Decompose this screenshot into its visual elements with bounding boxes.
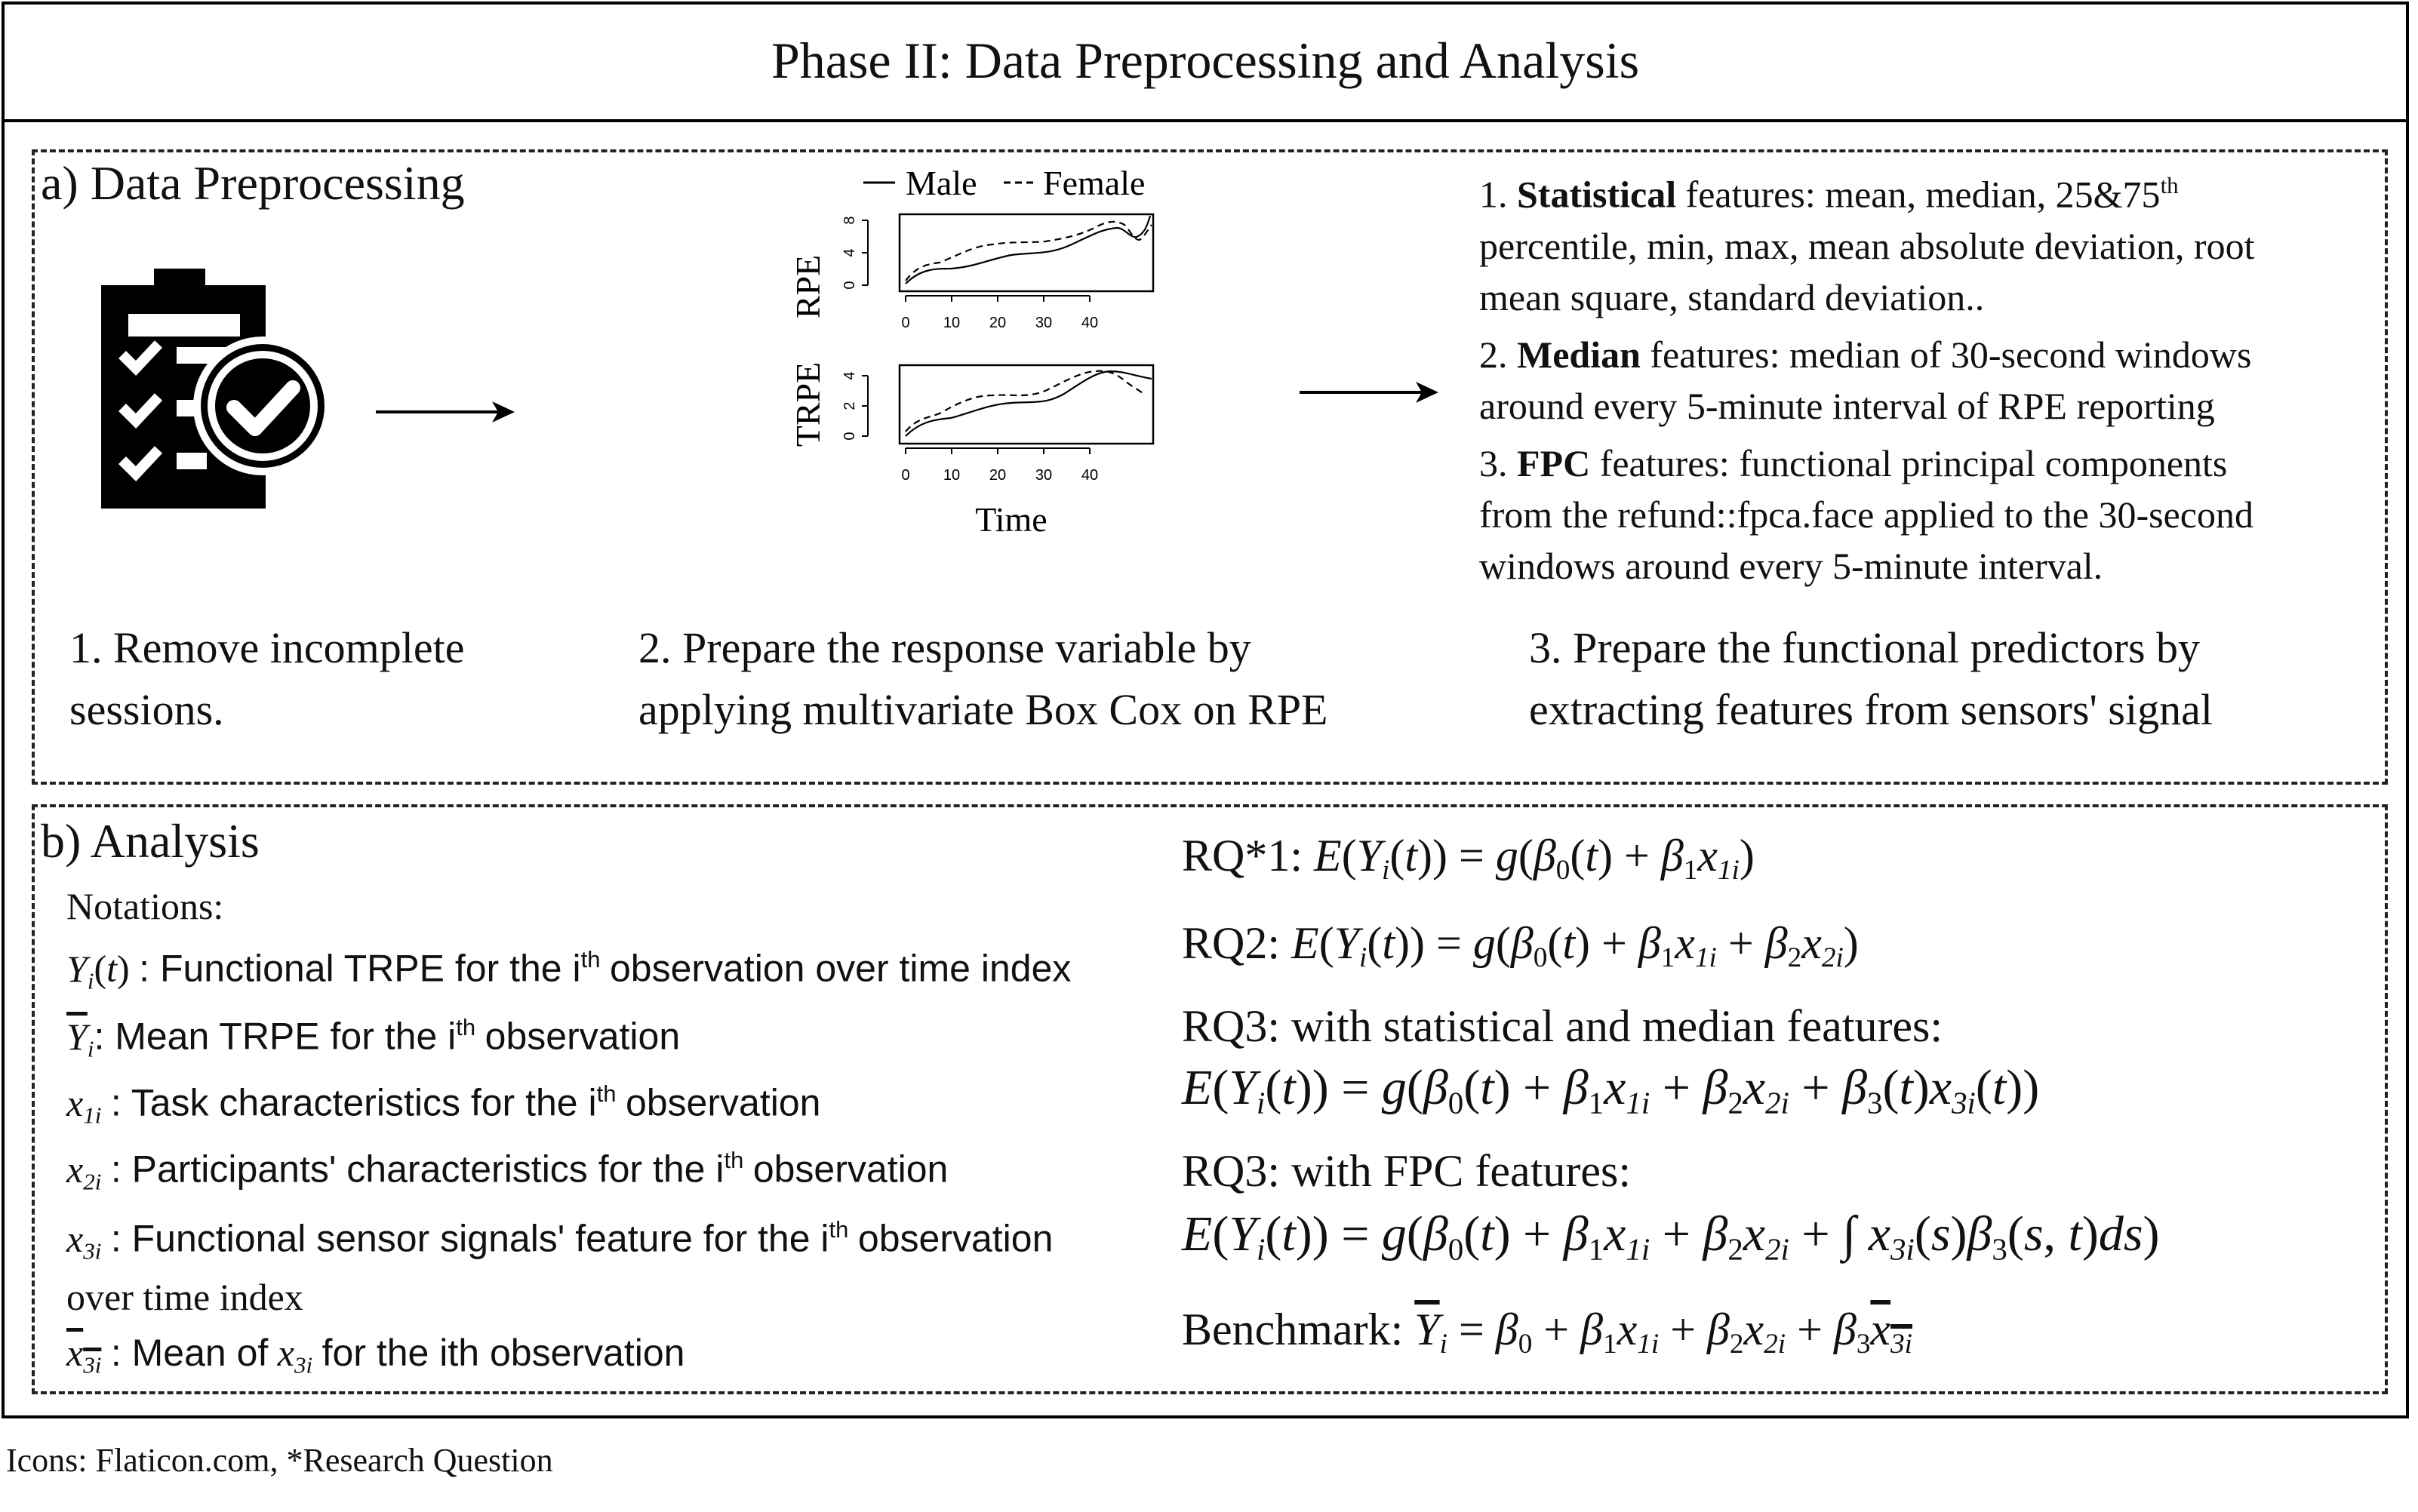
rpe-xtick: 10 — [943, 315, 960, 331]
preprocessing-section — [32, 149, 2388, 785]
feature-statistical-name: Statistical — [1517, 173, 1677, 216]
rpe-xtick: 0 — [901, 315, 909, 331]
analysis-title: b) Analysis — [41, 814, 260, 868]
feature-median-name: Median — [1517, 333, 1641, 376]
feature-median: 2. Median features: median of 30-second … — [1479, 333, 2252, 376]
feature-fpc: 3. FPC features: functional principal co… — [1479, 441, 2228, 484]
rq3-fpc-equation: E(Yi(t)) = g(β0(t) + β1x1i + β2x2i + ∫ x… — [1182, 1206, 2160, 1267]
trpe-plot-frame — [898, 364, 1155, 445]
notation-x3-continued: over time index — [66, 1276, 303, 1318]
rpe-male-curve — [905, 215, 1152, 284]
rpe-ytick: 0 — [841, 281, 858, 289]
rq3-statistical-label: RQ3: with statistical and median feature… — [1182, 1001, 1943, 1051]
arrow-right-icon — [1300, 382, 1438, 403]
page-title: Phase II: Data Preprocessing and Analysi… — [2, 2, 2409, 122]
legend-female-label: Female — [1043, 164, 1145, 202]
rpe-x-axis — [905, 295, 1091, 302]
rpe-xtick: 20 — [989, 315, 1006, 331]
rq3-statistical-equation: E(Yi(t)) = g(β0(t) + β1x1i + β2x2i + β3(… — [1182, 1060, 2040, 1120]
feature-list: 1. Statistical features: mean, median, 2… — [1479, 160, 2377, 592]
check-circle-icon — [193, 337, 325, 475]
rpe-ytick: 4 — [841, 248, 858, 257]
rq3-fpc-label: RQ3: with FPC features: — [1182, 1146, 1631, 1196]
trpe-xtick: 20 — [989, 467, 1006, 484]
trpe-xtick: 40 — [1081, 467, 1098, 484]
legend-male-label: Male — [906, 164, 977, 202]
feature-statistical: 1. Statistical features: mean, median, 2… — [1479, 172, 2179, 216]
rpe-axis-label: RPE — [789, 255, 827, 318]
benchmark-equation: Benchmark: Yi = β0 + β1x1i + β2x2i + β3x… — [1182, 1305, 1912, 1360]
arrow-right-icon — [376, 401, 515, 423]
trpe-x-axis — [905, 447, 1091, 454]
feature-fpc-name: FPC — [1517, 441, 1591, 484]
trpe-ytick: 2 — [841, 401, 858, 410]
footnote: Icons: Flaticon.com, *Research Question — [6, 1442, 553, 1479]
trpe-ytick: 0 — [841, 432, 858, 440]
rpe-ytick: 8 — [841, 216, 858, 224]
step-2-caption: 2. Prepare the response variable by appl… — [638, 623, 1328, 734]
rpe-female-curve — [905, 220, 1152, 281]
notation-y: Yi(t) : Functional TRPE for the ith obse… — [66, 946, 1072, 994]
step-3-caption: 3. Prepare the functional predictors by … — [1529, 623, 2213, 734]
notation-x3: x3i : Functional sensor signals' feature… — [66, 1216, 1054, 1264]
trpe-male-curve — [905, 370, 1152, 437]
trpe-ytick: 4 — [841, 371, 858, 380]
notation-x1: x1i : Task characteristics for the ith o… — [66, 1080, 821, 1128]
trpe-xtick: 0 — [901, 467, 909, 484]
clipboard-checklist-icon — [101, 269, 325, 509]
notation-x3-bar: x3i : Mean of x3i for the ith observatio… — [66, 1332, 685, 1378]
step-1-caption: 1. Remove incomplete sessions. — [69, 623, 465, 734]
trpe-axis-label: TRPE — [789, 362, 827, 447]
rpe-plot-frame — [898, 213, 1155, 293]
notation-y-bar: Yi: Mean TRPE for the ith observation — [66, 1014, 681, 1062]
rpe-trpe-chart: Male Female RPE 0 4 8 0 10 20 30 40 TRPE… — [789, 164, 1155, 539]
preprocessing-title: a) Data Preprocessing — [41, 156, 465, 210]
rq1-equation: RQ*1: E(Yi(t)) = g(β0(t) + β1x1i) — [1182, 831, 1755, 887]
notation-x2: x2i : Participants' characteristics for … — [66, 1147, 949, 1194]
trpe-female-curve — [905, 370, 1145, 432]
rpe-xtick: 30 — [1035, 315, 1052, 331]
trpe-xtick: 10 — [943, 467, 960, 484]
trpe-xtick: 30 — [1035, 467, 1052, 484]
analysis-section — [32, 804, 2388, 1394]
rq2-equation: RQ2: E(Yi(t)) = g(β0(t) + β1x1i + β2x2i) — [1182, 918, 1859, 974]
x-axis-label: Time — [975, 500, 1047, 539]
notations-title: Notations: — [66, 885, 224, 927]
rpe-xtick: 40 — [1081, 315, 1098, 331]
outer-frame — [2, 2, 2409, 1418]
